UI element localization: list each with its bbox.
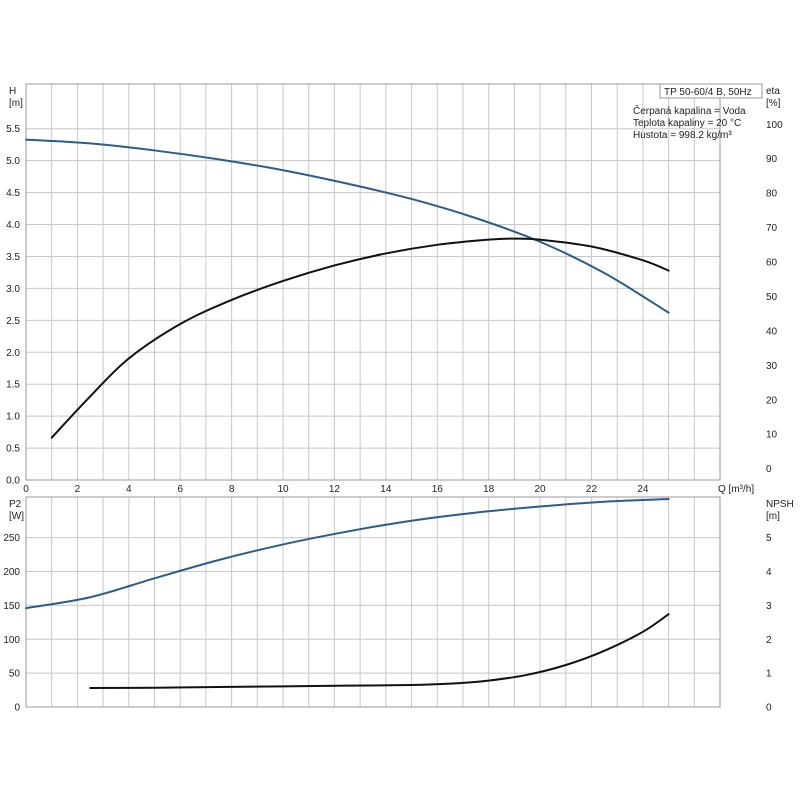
y-left-label-name: H	[9, 86, 16, 97]
plot-frame	[25, 496, 721, 708]
y-left-tick-label: 0.0	[6, 476, 20, 487]
plot-frame	[25, 83, 721, 481]
y-left-tick-label: 2.0	[6, 348, 20, 359]
x-tick-label: 2	[75, 484, 81, 495]
y-right-label-unit-bottom: [m]	[766, 511, 780, 522]
series-line-top-0	[25, 138, 670, 314]
x-tick-label: 0	[23, 484, 29, 495]
y-right-tick-label: 1	[766, 669, 772, 680]
y-right-tick-label: 80	[766, 189, 778, 200]
y-left-tick-label: 1.5	[6, 380, 20, 391]
y-left-tick-label: 0	[14, 703, 20, 714]
x-tick-label: 4	[126, 484, 132, 495]
y-left-tick-label: 3.0	[6, 284, 20, 295]
y-right-tick-label: 0	[766, 464, 772, 475]
x-tick-label: 16	[432, 484, 444, 495]
y-right-tick-label: 30	[766, 361, 778, 372]
y-right-tick-label: 20	[766, 395, 778, 406]
series-line-bottom-1	[89, 613, 670, 690]
y-right-tick-label: 2	[766, 635, 772, 646]
x-tick-label: 14	[380, 484, 392, 495]
y-right-tick-label: 0	[766, 703, 772, 714]
info-line-density: Hustota = 998.2 kg/m³	[633, 130, 732, 141]
y-right-label-name: eta	[766, 86, 780, 97]
y-right-tick-label: 5	[766, 533, 772, 544]
y-right-tick-label: 4	[766, 567, 772, 578]
x-tick-label: 18	[483, 484, 495, 495]
info-box: TP 50-60/4 B, 50Hz Čerpaná kapalina = Vo…	[633, 83, 763, 141]
y-right-tick-label: 50	[766, 292, 778, 303]
y-left-label-unit-bottom: [W]	[9, 511, 24, 522]
y-left-tick-label: 200	[3, 567, 20, 578]
x-tick-label: 24	[637, 484, 649, 495]
chart-title: TP 50-60/4 B, 50Hz	[664, 87, 752, 98]
y-right-tick-label: 40	[766, 326, 778, 337]
y-left-tick-label: 100	[3, 635, 20, 646]
x-tick-label: 22	[586, 484, 598, 495]
y-left-tick-label: 0.5	[6, 444, 20, 455]
x-tick-label: 6	[177, 484, 183, 495]
y-left-tick-label: 1.0	[6, 412, 20, 423]
y-right-tick-label: 3	[766, 601, 772, 612]
y-right-tick-label: 100	[766, 120, 783, 131]
x-tick-label: 12	[329, 484, 341, 495]
y-left-tick-label: 4.5	[6, 188, 20, 199]
y-left-tick-label: 250	[3, 533, 20, 544]
info-line-fluid: Čerpaná kapalina = Voda	[633, 104, 746, 117]
head-efficiency-panel: 0.0 0.5 1.0 1.5 2.0 2.5 3.0 3.5 4.0 4.5 5.0 5.5 0 10 2…	[6, 83, 783, 495]
x-tick-label: 8	[229, 484, 235, 495]
x-tick-label: 10	[277, 484, 289, 495]
top-axis-labels: H [m] eta [%] Q [m³/h]	[9, 86, 781, 495]
x-tick-label: 20	[535, 484, 547, 495]
y-left-tick-label: 3.5	[6, 252, 20, 263]
y-left-tick-label: 2.5	[6, 316, 20, 327]
y-left-tick-label: 150	[3, 601, 20, 612]
bottom-axis-labels: P2 [W] NPSH [m]	[9, 499, 794, 522]
power-npsh-panel: 0 50 100 150 200 250 0 1 2 3 4 5	[3, 496, 772, 714]
y-left-tick-label: 5.5	[6, 124, 20, 135]
y-right-tick-label: 90	[766, 154, 778, 165]
x-axis-label: Q [m³/h]	[718, 484, 754, 495]
y-right-tick-label: 10	[766, 430, 778, 441]
y-left-tick-label: 4.0	[6, 220, 20, 231]
y-left-label-unit: [m]	[9, 98, 23, 109]
series-line-top-1	[50, 237, 670, 439]
y-right-label-name-bottom: NPSH	[766, 499, 794, 510]
y-left-tick-label: 5.0	[6, 156, 20, 167]
info-title-box	[659, 83, 763, 99]
y-right-tick-label: 60	[766, 258, 778, 269]
series-line-bottom-0	[25, 498, 670, 610]
y-left-tick-label: 50	[9, 669, 21, 680]
info-line-temperature: Teplota kapaliny = 20 °C	[633, 118, 741, 129]
y-left-label-name-bottom: P2	[9, 499, 22, 510]
y-right-tick-label: 70	[766, 223, 778, 234]
y-right-label-unit: [%]	[766, 98, 781, 109]
